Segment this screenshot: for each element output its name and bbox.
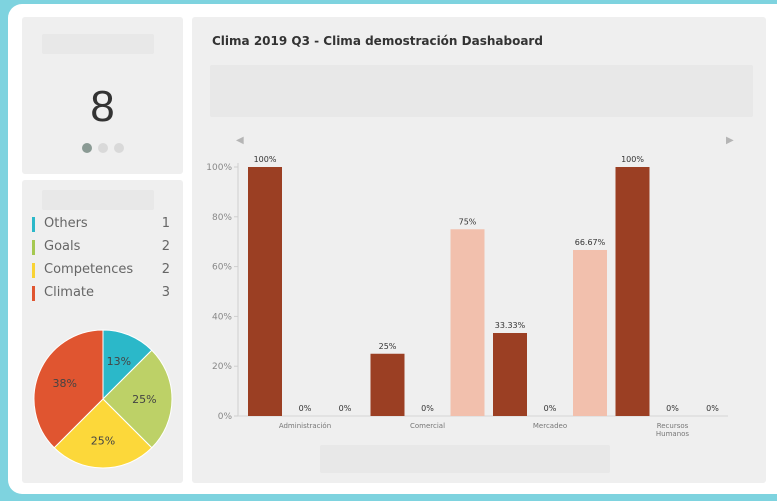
y-tick-label: 100%: [206, 163, 232, 173]
legend-count: 2: [161, 262, 170, 277]
legend-label: Goals: [44, 239, 81, 254]
bar[interactable]: [573, 249, 607, 416]
bar[interactable]: [370, 353, 405, 416]
bar[interactable]: [493, 333, 527, 416]
legend-count: 1: [161, 216, 170, 231]
legend-label: Others: [44, 216, 88, 231]
legend-item-climate[interactable]: Climate 3: [32, 285, 170, 303]
y-tick-label: 60%: [212, 263, 232, 273]
chart-title: Clima 2019 Q3 - Clima demostración Dasha…: [212, 34, 543, 48]
bar-value-label: 25%: [379, 342, 397, 351]
y-tick-label: 80%: [212, 213, 232, 223]
x-tick-label: Comercial: [410, 422, 445, 430]
legend-swatch: [32, 286, 35, 301]
pie-slice[interactable]: [53, 398, 153, 469]
category-pie-chart[interactable]: 13% 25% 25% 38%: [32, 328, 174, 470]
bar-value-label: 100%: [254, 155, 277, 164]
x-tick-label: Mercadeo: [533, 422, 567, 430]
pie-slice-label: 13%: [107, 355, 131, 368]
carousel-dot-2[interactable]: [97, 143, 108, 153]
bar[interactable]: [615, 167, 650, 416]
bar-value-label: 66.67%: [575, 238, 606, 247]
bar-value-label: 33.33%: [495, 321, 526, 330]
category-summary-card: Others 1 Goals 2 Competences 2 Climate 3…: [22, 180, 183, 483]
kpi-card: 8: [22, 17, 183, 174]
y-tick-label: 40%: [212, 312, 232, 322]
legend-count: 2: [161, 239, 170, 254]
x-tick-label: Recursos: [657, 422, 689, 430]
kpi-title-placeholder: [42, 34, 154, 54]
summary-title-placeholder: [42, 190, 154, 210]
y-tick-label: 20%: [212, 362, 232, 372]
bar-value-label: 0%: [706, 404, 719, 413]
chart-prev-icon[interactable]: ◀: [236, 135, 244, 146]
pie-slice[interactable]: [102, 349, 173, 449]
bar-value-label: 100%: [621, 155, 644, 164]
carousel-dots: [22, 138, 183, 157]
bar-value-label: 0%: [666, 404, 679, 413]
carousel-dot-1[interactable]: [81, 143, 92, 153]
chart-subtitle-placeholder: [210, 65, 753, 117]
legend-swatch: [32, 240, 35, 255]
pie-slice-label: 25%: [132, 393, 156, 406]
kpi-value: 8: [90, 82, 115, 131]
legend-count: 3: [161, 285, 170, 300]
legend-swatch: [32, 263, 35, 278]
chart-next-icon[interactable]: ▶: [726, 135, 734, 146]
bar[interactable]: [450, 229, 485, 416]
department-bar-chart: 0% 20% 40% 60% 80% 100% 100% 0% 0% Administración…: [206, 155, 728, 438]
x-tick-label: Administración: [279, 422, 331, 430]
legend-item-goals[interactable]: Goals 2: [32, 239, 170, 257]
legend-swatch: [32, 217, 35, 232]
x-tick-label: Humanos: [656, 430, 690, 438]
legend-item-others[interactable]: Others 1: [32, 216, 170, 234]
legend-item-competences[interactable]: Competences 2: [32, 262, 170, 280]
chart-card: Clima 2019 Q3 - Clima demostración Dasha…: [192, 17, 766, 483]
chart-footer-placeholder: [320, 445, 610, 473]
y-tick-label: 0%: [218, 412, 233, 422]
pie-slice[interactable]: [33, 329, 104, 449]
pie-slice-label: 25%: [91, 434, 115, 447]
bar[interactable]: [248, 167, 282, 416]
bar-value-label: 0%: [339, 404, 352, 413]
bar-value-label: 0%: [421, 404, 434, 413]
carousel-dot-3[interactable]: [113, 143, 124, 153]
bar-value-label: 0%: [544, 404, 557, 413]
bar-value-label: 75%: [459, 217, 477, 226]
legend-label: Competences: [44, 262, 134, 277]
bar-value-label: 0%: [299, 404, 312, 413]
pie-slice-label: 38%: [53, 377, 77, 390]
legend-label: Climate: [44, 285, 95, 300]
